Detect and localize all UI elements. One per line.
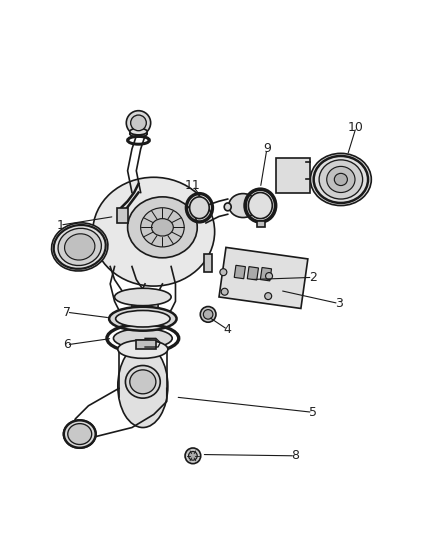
Circle shape	[221, 288, 228, 295]
Text: 2: 2	[309, 271, 317, 284]
Ellipse shape	[141, 208, 184, 247]
Ellipse shape	[125, 366, 160, 398]
Circle shape	[203, 310, 213, 319]
Text: 10: 10	[348, 121, 364, 134]
Ellipse shape	[52, 223, 108, 271]
Ellipse shape	[152, 219, 173, 236]
Circle shape	[126, 111, 151, 135]
Bar	[234, 265, 245, 279]
Text: 6: 6	[63, 338, 71, 351]
Bar	[117, 208, 127, 223]
Ellipse shape	[116, 310, 170, 327]
Ellipse shape	[224, 203, 231, 211]
Text: 5: 5	[309, 406, 317, 419]
Circle shape	[185, 448, 201, 464]
Ellipse shape	[319, 160, 363, 199]
Ellipse shape	[130, 131, 147, 137]
Bar	[136, 341, 156, 349]
Ellipse shape	[229, 193, 257, 217]
Ellipse shape	[115, 288, 171, 305]
Ellipse shape	[93, 177, 215, 286]
Circle shape	[188, 451, 197, 460]
Text: 4: 4	[224, 323, 232, 336]
Bar	[204, 254, 212, 272]
Bar	[276, 158, 311, 192]
Circle shape	[220, 269, 227, 276]
Ellipse shape	[58, 228, 102, 265]
Ellipse shape	[130, 128, 147, 135]
Ellipse shape	[334, 173, 347, 185]
Circle shape	[265, 293, 272, 300]
Text: 9: 9	[263, 142, 271, 156]
Text: 1: 1	[56, 219, 64, 232]
Ellipse shape	[127, 197, 197, 258]
Ellipse shape	[118, 345, 168, 427]
Circle shape	[265, 272, 272, 279]
Ellipse shape	[130, 370, 156, 394]
Bar	[260, 268, 272, 281]
Ellipse shape	[311, 154, 371, 206]
Ellipse shape	[327, 166, 355, 192]
Ellipse shape	[113, 328, 172, 348]
Ellipse shape	[68, 424, 92, 445]
Text: 11: 11	[185, 180, 201, 192]
Circle shape	[131, 115, 146, 131]
Ellipse shape	[64, 420, 96, 448]
Bar	[219, 247, 308, 309]
Text: 8: 8	[291, 449, 299, 462]
Ellipse shape	[118, 340, 168, 358]
Ellipse shape	[248, 192, 272, 219]
Ellipse shape	[109, 307, 177, 330]
Bar	[257, 221, 265, 228]
Ellipse shape	[190, 197, 209, 219]
Bar	[247, 266, 258, 280]
Text: 7: 7	[63, 306, 71, 319]
Circle shape	[200, 306, 216, 322]
Ellipse shape	[64, 234, 95, 260]
Text: 3: 3	[335, 297, 343, 310]
